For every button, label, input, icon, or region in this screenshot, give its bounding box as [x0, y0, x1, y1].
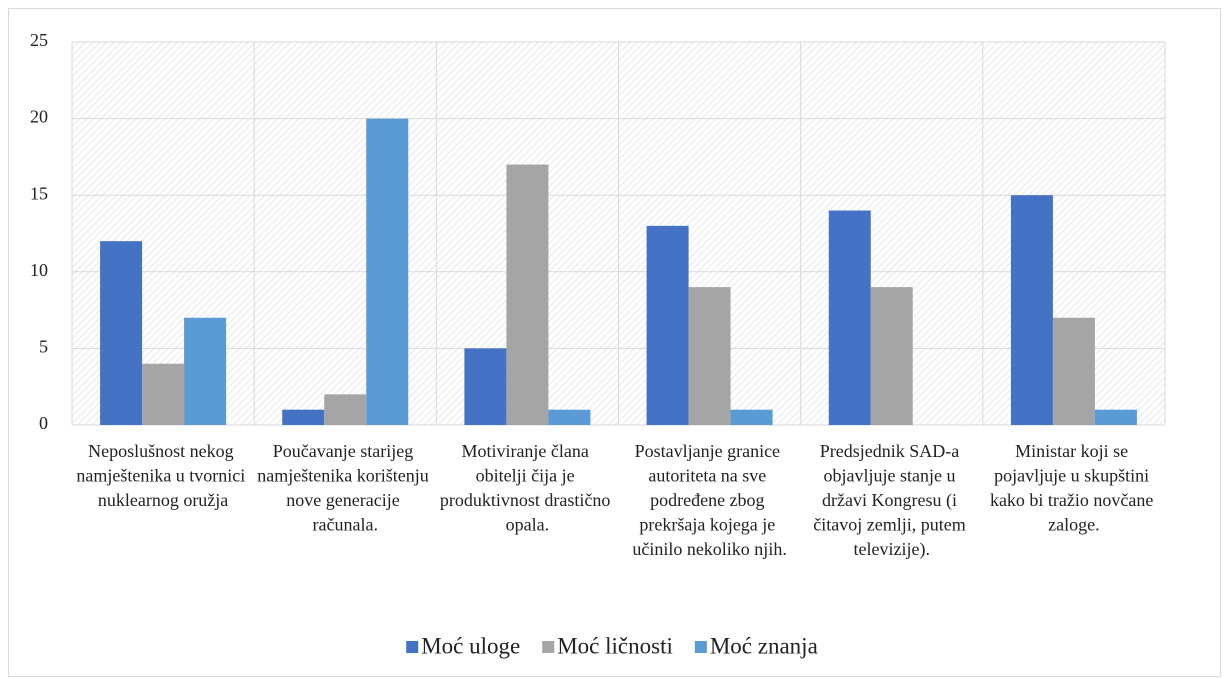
bar: [142, 363, 185, 425]
bar: [730, 409, 773, 425]
bar: [1010, 195, 1053, 425]
legend-swatch: [542, 641, 555, 653]
bar: [646, 225, 689, 425]
y-tick-label: 5: [39, 337, 48, 357]
bar: [506, 164, 549, 425]
legend-label: Moć uloge: [421, 633, 520, 658]
x-tick-label: Motiviranje člana obitelji čija je produ…: [440, 441, 615, 535]
legend-swatch: [406, 641, 419, 653]
legend-label: Moć znanja: [710, 633, 818, 658]
y-tick-label: 20: [30, 107, 48, 127]
bar: [464, 348, 507, 425]
legend-label: Moć ličnosti: [557, 633, 673, 658]
x-tick-label: Predsjednik SAD-a objavljuje stanje u dr…: [813, 441, 970, 560]
legend-swatch: [694, 641, 707, 653]
y-tick-label: 15: [30, 183, 48, 203]
bar: [1052, 317, 1095, 425]
y-tick-label: 0: [39, 413, 48, 433]
bar: [184, 317, 227, 425]
x-tick-label: Poučavanje starijeg namještenika korište…: [257, 441, 433, 535]
bar: [1094, 409, 1137, 425]
bar: [548, 409, 591, 425]
bar: [828, 210, 871, 425]
bar: [870, 287, 913, 425]
bar: [282, 409, 325, 425]
y-tick-label: 25: [30, 30, 48, 50]
x-tick-label: Postavljanje granice autoriteta na sve p…: [632, 441, 787, 559]
legend: Moć uloge Moć ličnosti Moć znanja: [406, 633, 818, 658]
bar: [366, 118, 409, 425]
bar: [324, 394, 367, 425]
bar: [688, 287, 731, 425]
x-tick-label: Neposlušnost nekog namještenika u tvorni…: [76, 441, 249, 510]
x-tick-label: Ministar koji se pojavljuje u skupštini …: [990, 441, 1158, 535]
bar: [100, 241, 143, 425]
y-tick-label: 10: [30, 260, 48, 280]
